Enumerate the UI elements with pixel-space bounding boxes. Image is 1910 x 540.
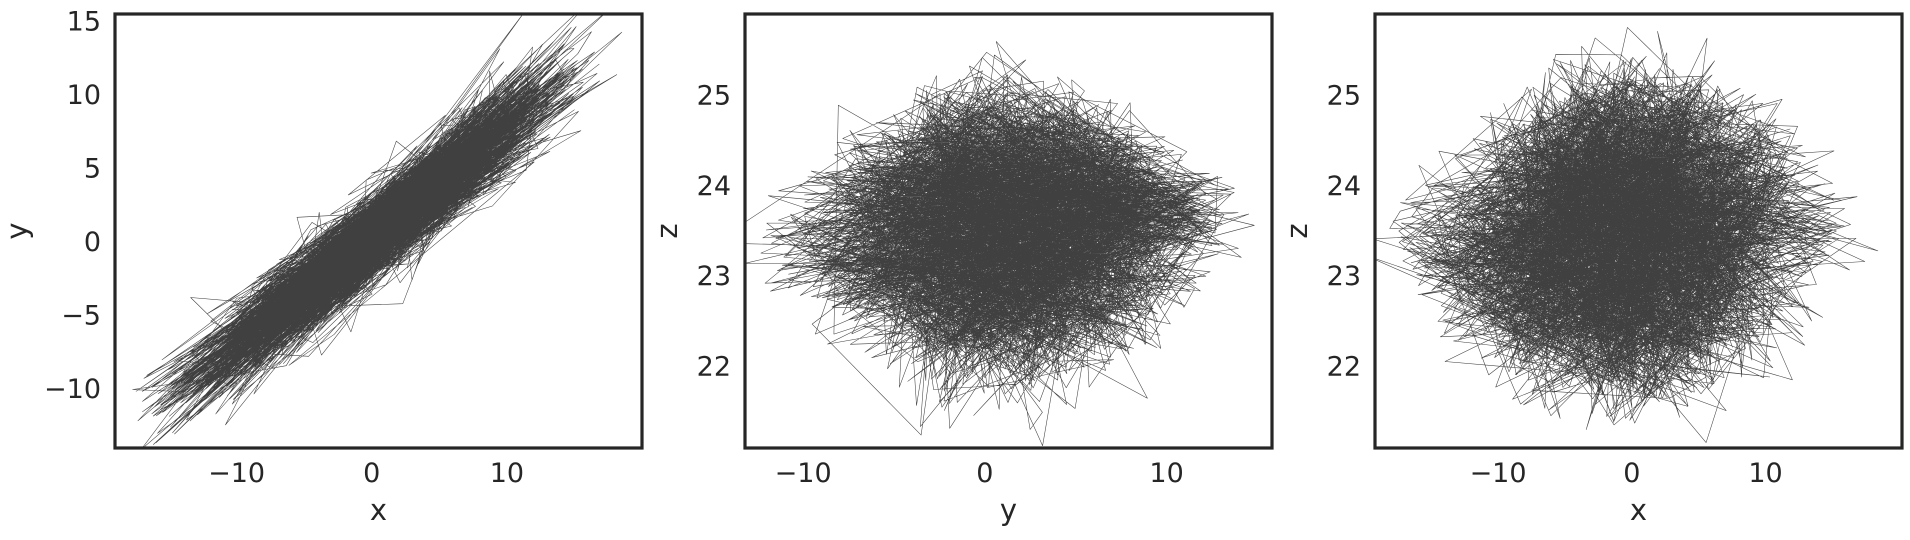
axes-frame	[743, 12, 1274, 450]
axes-frame	[113, 12, 644, 450]
y-tick-label: 24	[697, 171, 731, 202]
x-axis-label: x	[1630, 493, 1647, 527]
y-axis-label: z	[650, 223, 684, 238]
y-tick-label: 5	[84, 153, 101, 184]
x-tick-label: 10	[1748, 458, 1782, 489]
series-trace	[1375, 27, 1879, 443]
series-trace	[745, 41, 1255, 446]
y-tick-label: −10	[44, 374, 101, 405]
x-tick-label: 10	[1149, 458, 1183, 489]
x-tick-label: 0	[1623, 458, 1640, 489]
y-axis-label: y	[0, 222, 34, 239]
x-tick-label: 10	[490, 458, 524, 489]
y-tick-label: −5	[61, 301, 101, 332]
axes-frame	[1373, 12, 1904, 450]
x-axis-label: y	[1000, 493, 1017, 527]
chart-panel-3: −10 0 10 22 23 24 25 x z	[1280, 12, 1904, 527]
y-tick-label: 0	[84, 227, 101, 258]
y-tick-label: 23	[1327, 261, 1361, 292]
y-tick-label: 23	[697, 261, 731, 292]
y-tick-label: 15	[67, 6, 101, 37]
y-tick-label: 25	[697, 80, 731, 111]
x-tick-label: −10	[775, 458, 832, 489]
x-axis-label: x	[370, 493, 387, 527]
y-tick-label: 22	[697, 352, 731, 383]
y-tick-label: 10	[67, 80, 101, 111]
y-axis-label: z	[1280, 223, 1314, 238]
x-tick-label: −10	[208, 458, 265, 489]
y-tick-label: 22	[1327, 352, 1361, 383]
chart-panel-2: −10 0 10 22 23 24 25 y z	[650, 12, 1274, 527]
y-tick-label: 24	[1327, 171, 1361, 202]
series-trace	[132, 14, 623, 448]
x-tick-label: −10	[1470, 458, 1527, 489]
y-tick-label: 25	[1327, 80, 1361, 111]
chart-panel-1: −10 0 10 −10 −5 0 5 10 15 x y	[0, 6, 644, 527]
x-tick-label: 0	[363, 458, 380, 489]
x-tick-label: 0	[976, 458, 993, 489]
